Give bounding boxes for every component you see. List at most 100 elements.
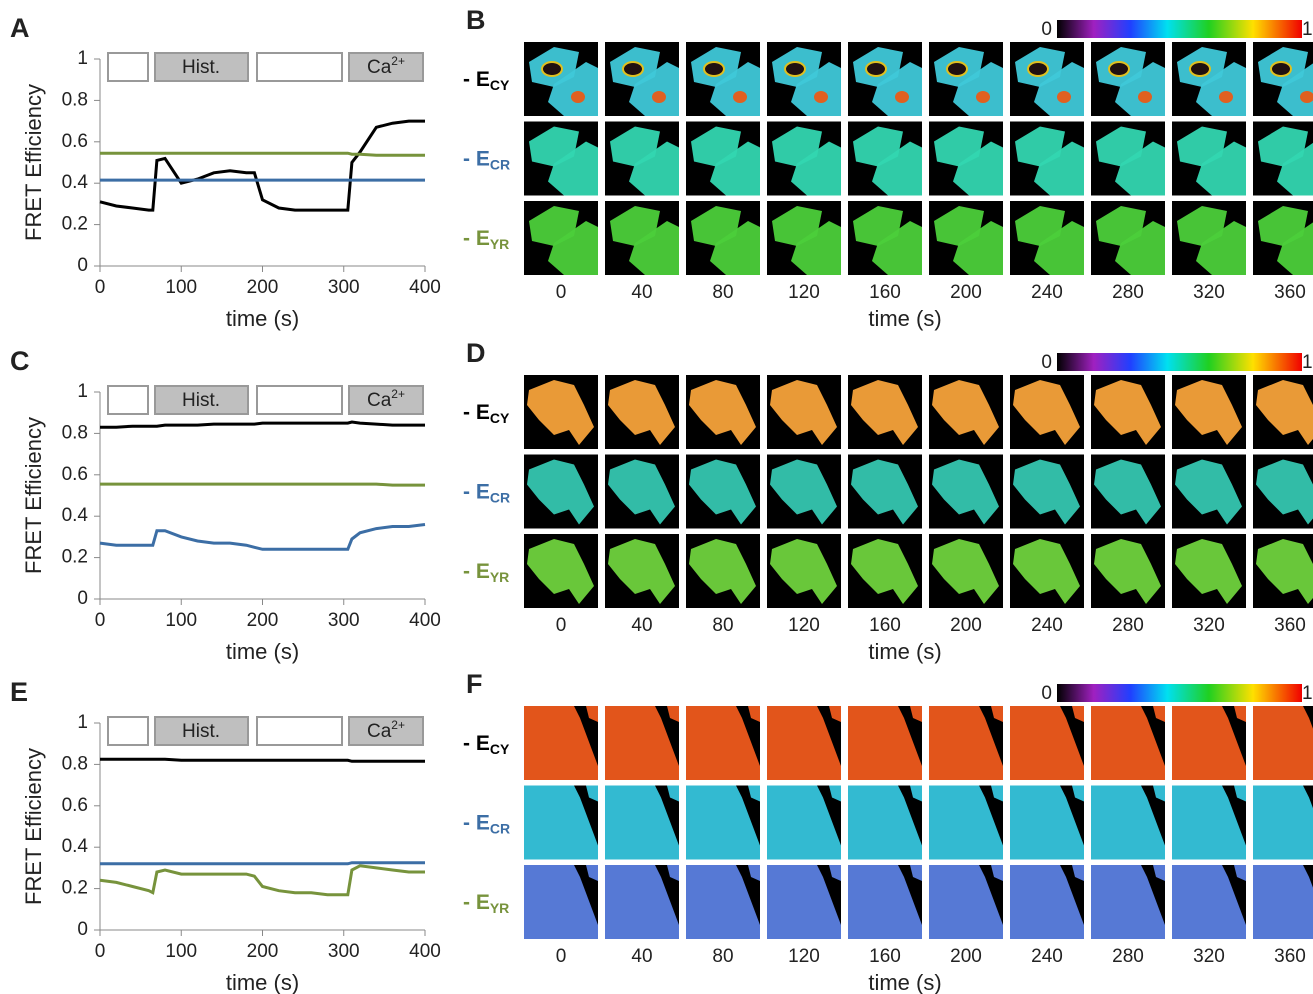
image-tile xyxy=(686,785,760,860)
nucleus xyxy=(1057,91,1071,103)
time-label: 0 xyxy=(556,615,567,636)
cell xyxy=(932,459,999,525)
protocol-box xyxy=(107,52,149,82)
y-tick-label: 0 xyxy=(77,919,88,940)
image-tile xyxy=(767,785,841,860)
panel-letter: A xyxy=(10,13,30,43)
protocol-box xyxy=(154,716,249,746)
cell xyxy=(770,539,837,604)
image-tile xyxy=(848,375,922,449)
cell xyxy=(748,785,760,802)
x-axis-label: time (s) xyxy=(226,970,299,994)
nucleus xyxy=(1138,91,1152,103)
panel-letter: C xyxy=(10,346,30,376)
cell xyxy=(872,141,922,196)
image-tile xyxy=(1091,375,1165,449)
row-label: - EYR xyxy=(463,227,509,252)
image-tile xyxy=(524,121,598,196)
x-tick-label: 0 xyxy=(95,277,106,298)
time-label: 120 xyxy=(788,946,820,967)
cell xyxy=(1072,706,1084,722)
protocol-box xyxy=(256,385,343,415)
time-label: 240 xyxy=(1031,946,1063,967)
protocol-label: Ca2+ xyxy=(367,387,405,411)
image-tile xyxy=(1172,454,1246,529)
cell xyxy=(1196,221,1246,275)
image-tile xyxy=(929,42,1003,116)
y-tick-label: 0.8 xyxy=(62,753,88,774)
image-tile xyxy=(686,201,760,275)
image-tile xyxy=(605,865,679,939)
data-line xyxy=(100,861,425,866)
image-tile xyxy=(524,534,598,608)
cell xyxy=(1010,785,1084,860)
x-tick-label: 0 xyxy=(95,941,106,962)
y-axis-label: FRET Efficiency xyxy=(21,417,46,574)
cell xyxy=(1091,865,1165,939)
time-label: 200 xyxy=(950,946,982,967)
panel-letter: D xyxy=(466,338,486,368)
time-label: 0 xyxy=(556,946,567,967)
cell xyxy=(1253,785,1313,860)
image-tile xyxy=(686,534,760,608)
row-label: - EYR xyxy=(463,560,509,585)
row-sub: CY xyxy=(490,77,510,93)
time-label: 40 xyxy=(631,282,652,303)
row-label: - ECY xyxy=(463,68,510,93)
row-prefix: - E xyxy=(463,401,490,424)
row-prefix: - E xyxy=(463,147,490,170)
time-label: 240 xyxy=(1031,282,1063,303)
cell xyxy=(629,141,679,196)
x-tick-label: 200 xyxy=(247,277,279,298)
panel-letter: E xyxy=(10,677,28,707)
image-tile xyxy=(605,375,679,449)
cell xyxy=(1153,706,1165,722)
cell xyxy=(872,221,922,275)
image-tile xyxy=(1172,534,1246,608)
cell xyxy=(1256,539,1313,604)
cell xyxy=(791,141,841,196)
x-tick-label: 100 xyxy=(165,941,197,962)
image-tile xyxy=(524,865,598,939)
nucleus xyxy=(571,91,585,103)
y-tick-label: 0.6 xyxy=(62,795,88,816)
cell xyxy=(689,539,756,604)
protocol-box xyxy=(256,716,343,746)
protocol-box xyxy=(348,52,424,82)
cell xyxy=(910,785,922,802)
image-tile xyxy=(605,534,679,608)
cell xyxy=(1034,221,1084,275)
time-label: 0 xyxy=(556,282,567,303)
cell xyxy=(929,706,1003,780)
image-tile xyxy=(1010,375,1084,449)
image-tile xyxy=(1253,201,1313,275)
time-label: 360 xyxy=(1274,282,1306,303)
image-tile xyxy=(605,121,679,196)
cell xyxy=(1175,380,1242,445)
x-axis-label: time (s) xyxy=(868,639,941,664)
image-tile xyxy=(848,534,922,608)
cell xyxy=(1256,459,1313,525)
cell xyxy=(629,221,679,275)
image-tile xyxy=(767,706,841,780)
x-tick-label: 0 xyxy=(95,610,106,631)
protocol-box xyxy=(154,52,249,82)
cell xyxy=(1153,785,1165,802)
protocol-box xyxy=(107,716,149,746)
ca-sup: 2+ xyxy=(391,387,405,401)
image-tile xyxy=(1010,454,1084,529)
time-label: 200 xyxy=(950,615,982,636)
x-tick-label: 400 xyxy=(409,277,441,298)
cell xyxy=(686,865,760,939)
data-line xyxy=(99,523,426,551)
cell xyxy=(629,62,679,116)
cell xyxy=(1253,706,1313,780)
cell xyxy=(548,62,598,116)
time-label: 80 xyxy=(712,946,733,967)
cell xyxy=(1034,62,1084,116)
row-label: - ECR xyxy=(463,480,510,505)
cell xyxy=(767,706,841,780)
colorbar xyxy=(1057,20,1302,38)
image-tile xyxy=(1091,706,1165,780)
time-label: 320 xyxy=(1193,282,1225,303)
